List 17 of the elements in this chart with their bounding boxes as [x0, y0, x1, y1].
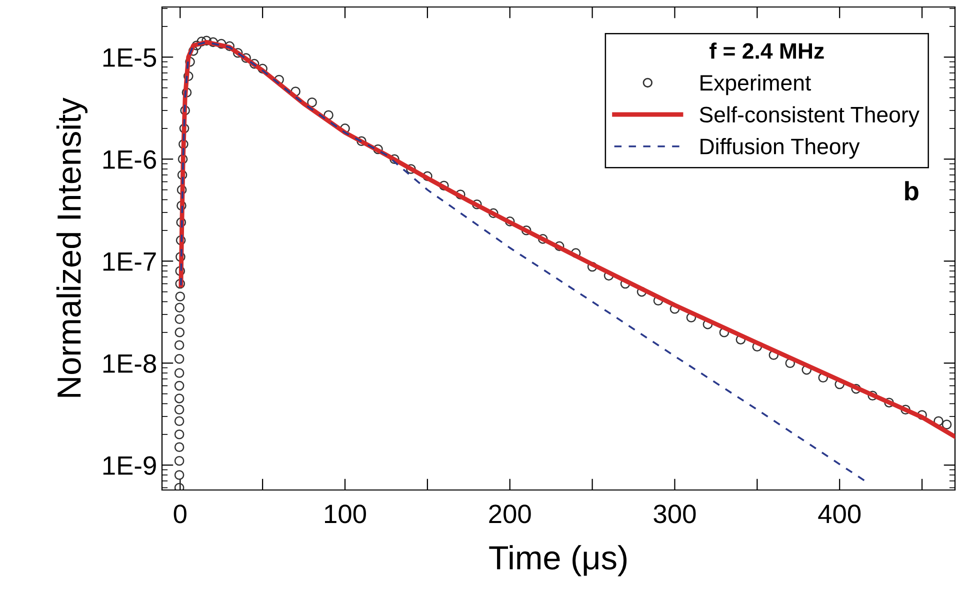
y-tick-label: 1E-5	[103, 48, 156, 67]
x-tick-label: 200	[489, 504, 531, 524]
x-tick-label: 400	[818, 504, 861, 524]
legend-title: f = 2.4 MHz	[710, 42, 824, 59]
x-tick-label: 100	[325, 504, 366, 524]
y-tick-label: 1E-7	[103, 252, 156, 271]
x-axis-title: Time (μs)	[489, 545, 627, 576]
legend-label: Experiment	[700, 74, 811, 96]
annotation: b	[905, 181, 918, 200]
legend-label: Diffusion Theory	[700, 138, 860, 159]
x-tick-label: 300	[654, 504, 696, 524]
y-tick-label: 1E-9	[103, 456, 156, 475]
y-axis-title: Normalized Intensity	[56, 98, 88, 397]
y-tick-label: 1E-6	[103, 150, 156, 169]
legend-label: Self-consistent Theory	[700, 106, 920, 127]
x-tick-label: 0	[174, 504, 186, 524]
y-tick-label: 1E-8	[103, 354, 156, 373]
